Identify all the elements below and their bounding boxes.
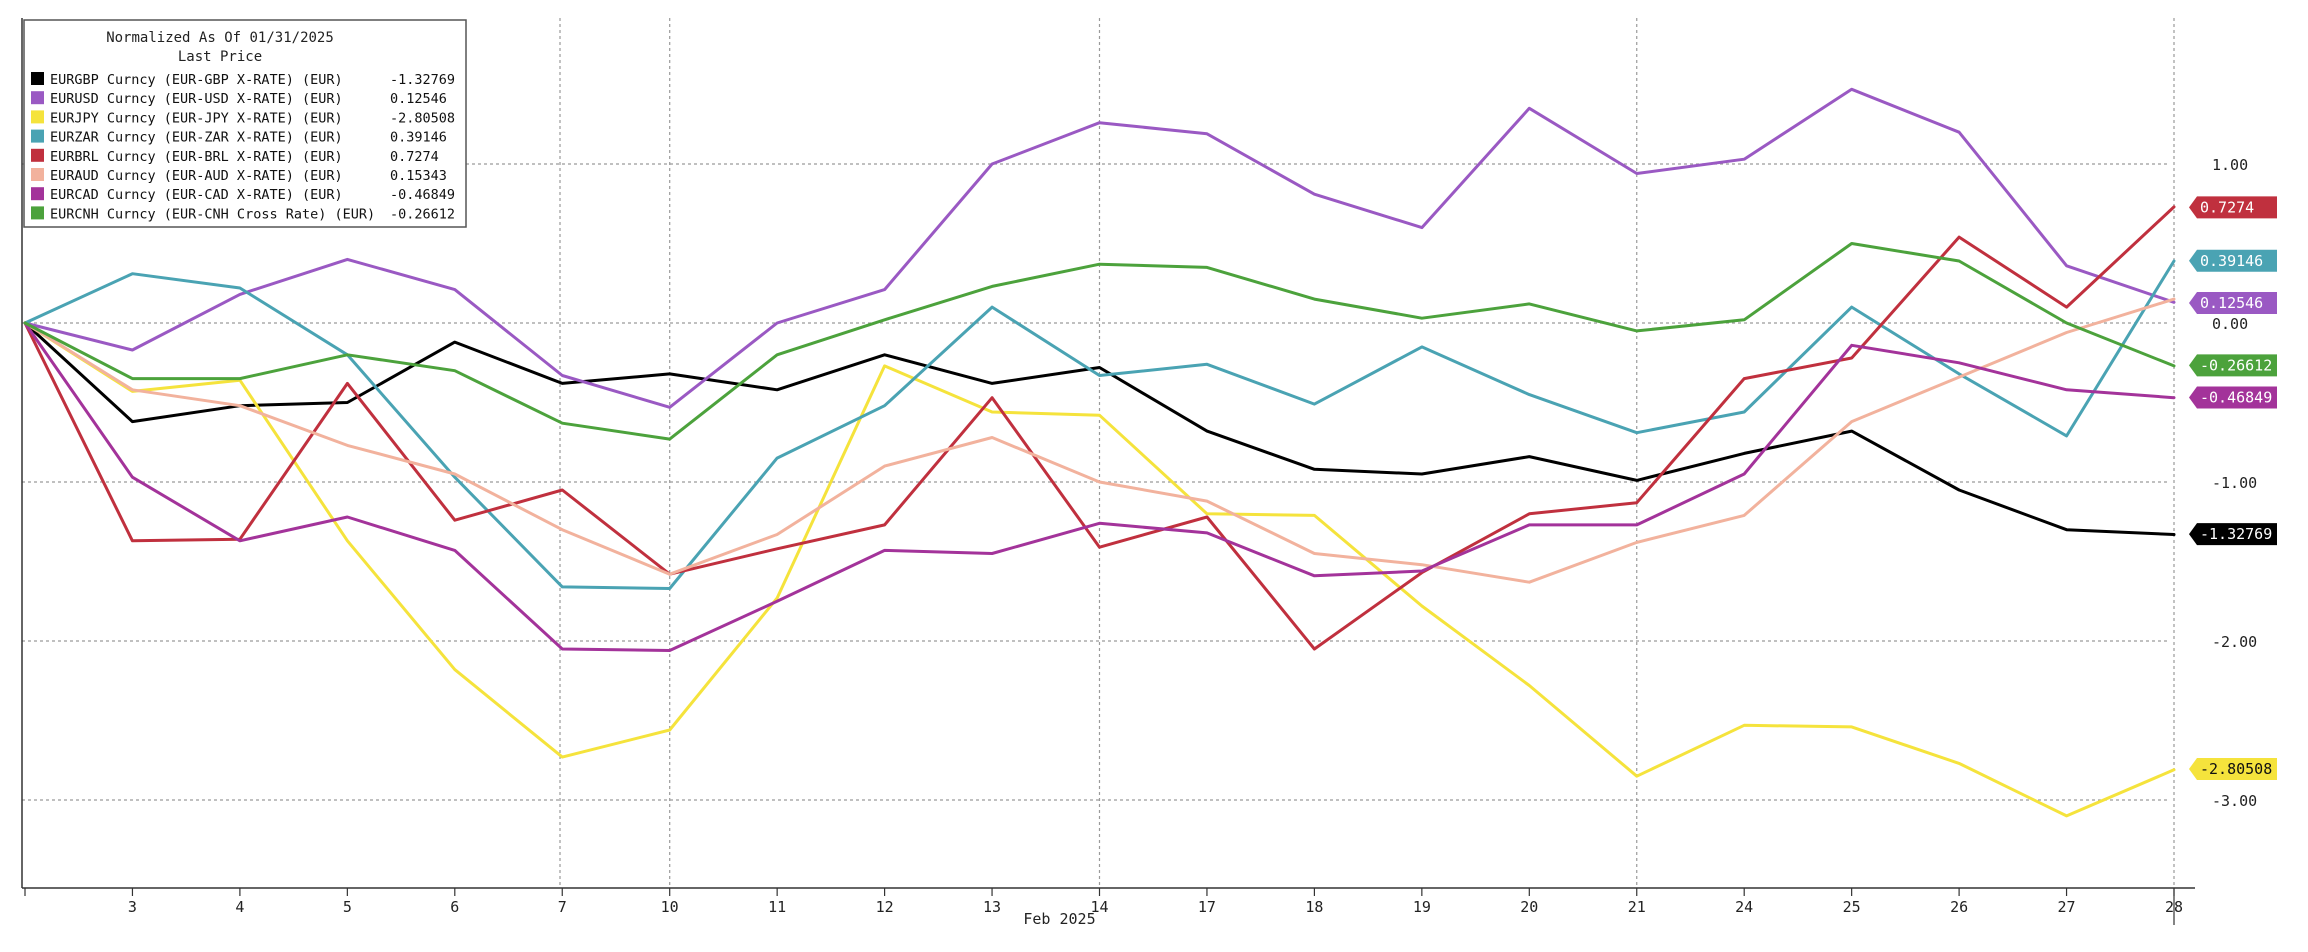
y-tick-label: -1.00 [2212,474,2257,492]
legend-entry-name: EURAUD Curncy (EUR-AUD X-RATE) (EUR) [50,168,343,184]
legend-entry-value: -1.32769 [390,72,455,88]
last-value-tag-text: 0.39146 [2200,252,2263,270]
legend-entry-value: -2.80508 [390,110,455,126]
x-tick-label: 4 [235,898,244,916]
last-value-tag-bg-6 [2189,758,2277,781]
legend-entry-name: EURZAR Curncy (EUR-ZAR X-RATE) (EUR) [50,130,343,146]
grid-layer [22,18,2175,888]
x-tick-label: 19 [1413,898,1431,916]
x-tick-label: 3 [128,898,137,916]
legend-swatch-1 [31,91,44,105]
x-tick-label: 27 [2058,898,2076,916]
last-value-tag-bg-4 [2189,386,2277,409]
y-tick-label: 1.00 [2212,156,2248,174]
last-value-tag-text: 0.7274 [2200,198,2254,216]
legend-swatch-2 [31,110,44,124]
x-tick-label: 18 [1305,898,1323,916]
y-tick-label: -2.00 [2212,633,2257,651]
x-tick-label: 5 [343,898,352,916]
legend-entry-name: EURBRL Curncy (EUR-BRL X-RATE) (EUR) [50,149,343,165]
legend-entry-name: EURGBP Curncy (EUR-GBP X-RATE) (EUR) [50,72,343,88]
last-value-tag-text: -1.32769 [2200,525,2272,543]
series-layer [23,87,2176,818]
x-tick-label: 11 [768,898,786,916]
series-line-6 [23,321,2176,652]
series-line-3 [23,259,2176,590]
series-line-1 [23,87,2176,409]
axes-layer: 1.00 0.00 -1.00 -2.00 -3.00 3 4 5 6 7 10 11 12 13 14 17… [21,18,2257,928]
legend-swatch-4 [31,148,44,162]
legend-entry-name: EURJPY Curncy (EUR-JPY X-RATE) (EUR) [50,110,343,126]
legend-swatch-6 [31,187,44,201]
legend: Normalized As Of 01/31/2025 Last Price EUR… [23,19,467,228]
last-value-tag-text: 0.12546 [2200,294,2263,312]
y-tick-label: 0.00 [2212,315,2248,333]
last-value-tags: 0.7274 0.39146 0.12546 -0.26612 -0.46849 -1.3… [2189,196,2277,781]
legend-entry-value: 0.15343 [390,168,447,184]
last-value-tag-text: -0.26612 [2200,356,2272,374]
x-tick-label: 20 [1520,898,1538,916]
legend-entry-name: EURCNH Curncy (EUR-CNH Cross Rate) (EUR) [50,206,375,222]
x-tick-label: 6 [450,898,459,916]
legend-swatch-3 [31,129,44,143]
last-value-tag-text: -2.80508 [2200,760,2272,778]
series-line-7 [23,242,2176,441]
last-value-tag-bg-5 [2189,523,2277,546]
x-tick-label: 10 [661,898,679,916]
last-value-tag-bg-0 [2189,196,2277,219]
x-tick-label: 14 [1090,898,1108,916]
x-tick-label: 25 [1843,898,1861,916]
x-axis-label: Feb 2025 [1023,910,1095,928]
legend-entry-value: -0.46849 [390,187,455,203]
last-value-tag-bg-3 [2189,354,2277,377]
x-tick-label: 24 [1735,898,1753,916]
legend-box [23,19,467,228]
y-tick-label: -3.00 [2212,792,2257,810]
last-value-tag-bg-1 [2189,249,2277,272]
x-tick-label: 17 [1198,898,1216,916]
legend-entry-name: EURCAD Curncy (EUR-CAD X-RATE) (EUR) [50,187,343,203]
legend-subtitle: Last Price [178,49,262,65]
legend-entry-value: -0.26612 [390,206,455,222]
legend-entry-value: 0.39146 [390,130,447,146]
x-tick-label: 7 [558,898,567,916]
legend-entry-name: EURUSD Curncy (EUR-USD X-RATE) (EUR) [50,91,343,107]
x-tick-label: 13 [983,898,1001,916]
series-line-5 [23,297,2176,584]
x-tick-label: 21 [1628,898,1646,916]
legend-title: Normalized As Of 01/31/2025 [106,30,334,46]
legend-entry-value: 0.7274 [390,149,439,165]
legend-swatch-5 [31,168,44,181]
last-value-tag-bg-2 [2189,292,2277,315]
legend-swatch-7 [31,206,44,220]
x-tick-label: 26 [1950,898,1968,916]
series-line-2 [23,321,2176,818]
x-tick-label: 12 [876,898,894,916]
series-line-0 [23,321,2176,536]
last-value-tag-text: -0.46849 [2200,388,2272,406]
legend-entry-value: 0.12546 [390,91,447,107]
series-line-4 [23,205,2176,651]
legend-swatch-0 [31,72,44,85]
